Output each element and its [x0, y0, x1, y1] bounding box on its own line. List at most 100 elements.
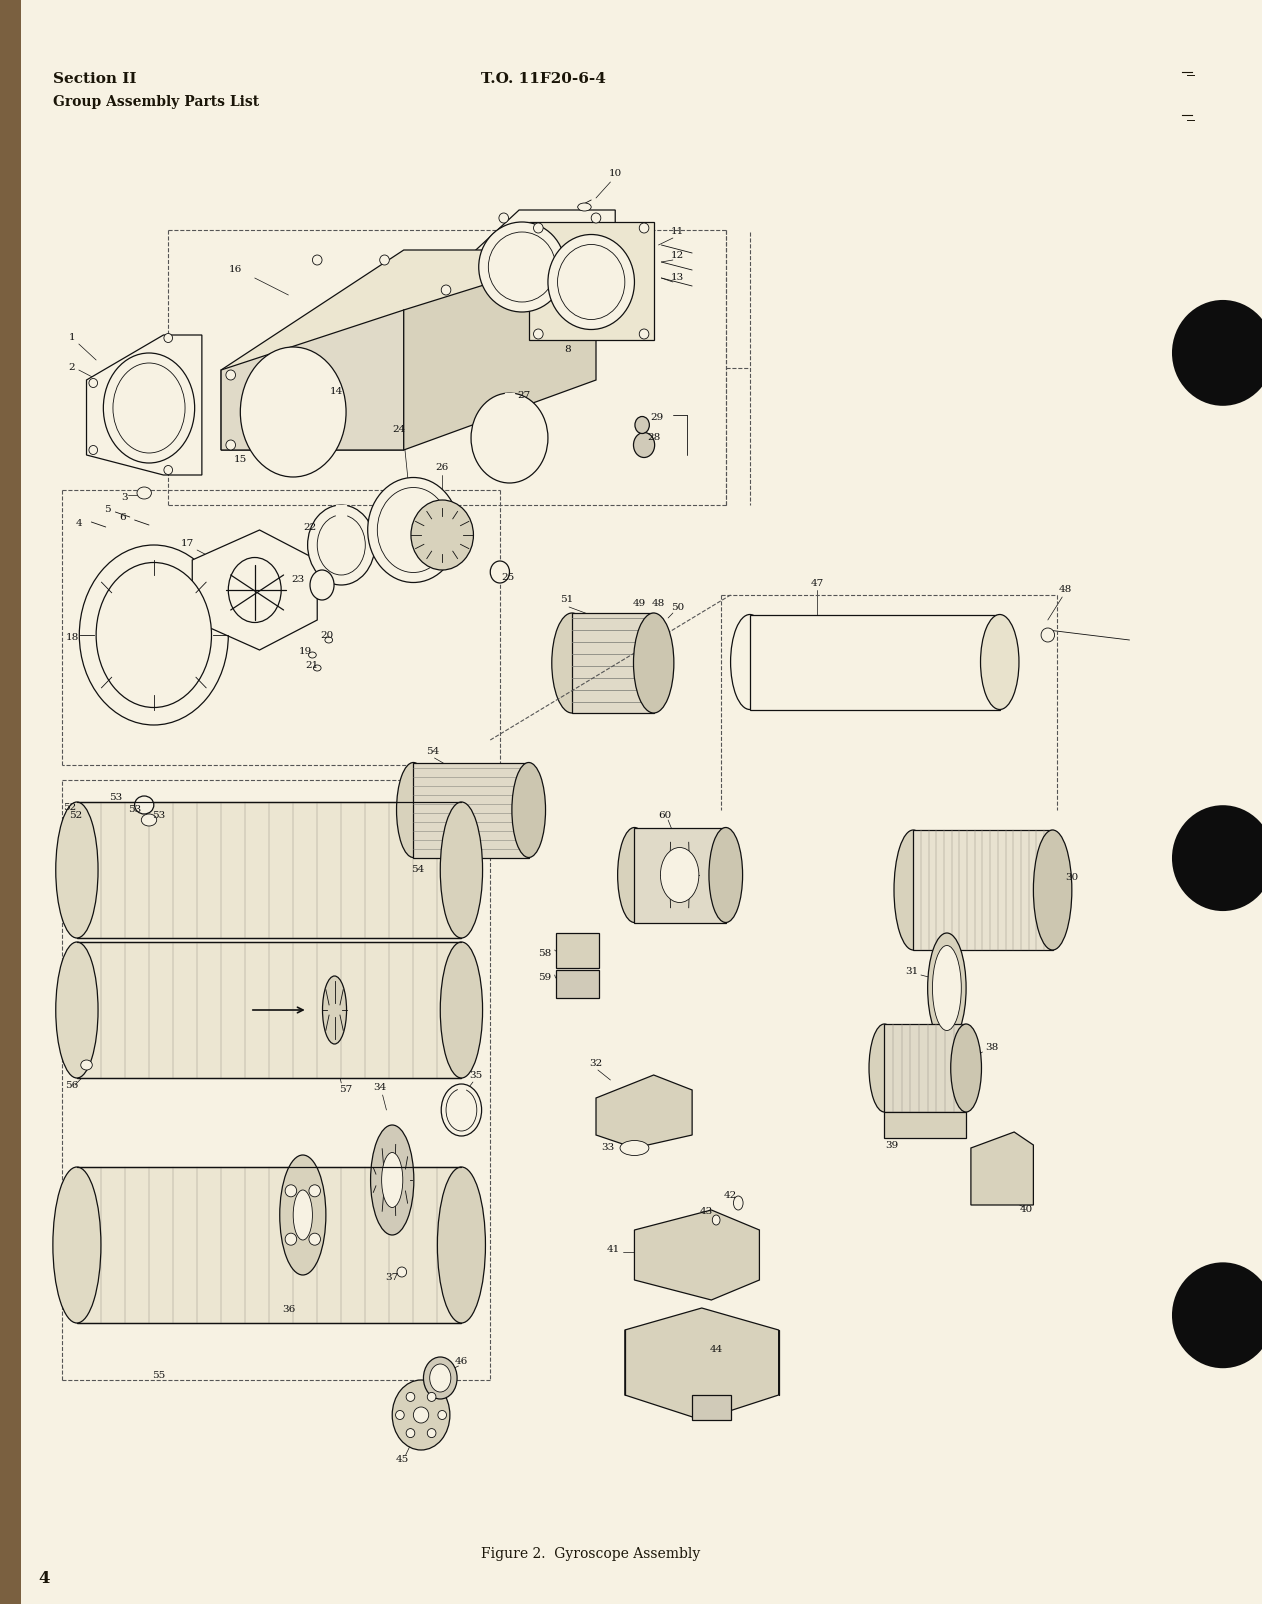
Ellipse shape — [240, 346, 346, 476]
Ellipse shape — [323, 975, 347, 1044]
Text: 54: 54 — [427, 747, 439, 757]
Text: 42: 42 — [724, 1190, 737, 1200]
Text: 59: 59 — [539, 974, 551, 983]
Text: 25: 25 — [501, 574, 514, 582]
Text: 27: 27 — [517, 390, 530, 399]
Text: Section II: Section II — [53, 72, 136, 87]
Ellipse shape — [551, 613, 592, 714]
Ellipse shape — [933, 945, 962, 1030]
Ellipse shape — [634, 613, 674, 714]
Text: 29: 29 — [650, 414, 664, 422]
Text: 47: 47 — [810, 579, 824, 587]
Text: 48: 48 — [1059, 585, 1071, 595]
Text: 55: 55 — [151, 1370, 165, 1379]
Ellipse shape — [428, 1392, 435, 1402]
Text: 28: 28 — [647, 433, 660, 443]
Ellipse shape — [367, 478, 459, 582]
Text: T.O. 11F20-6-4: T.O. 11F20-6-4 — [481, 72, 606, 87]
Polygon shape — [505, 393, 515, 407]
Ellipse shape — [285, 1233, 297, 1245]
Ellipse shape — [478, 221, 565, 313]
Ellipse shape — [733, 1197, 743, 1209]
Text: 38: 38 — [986, 1044, 998, 1052]
Text: 4: 4 — [76, 518, 82, 528]
Text: 5: 5 — [105, 505, 111, 515]
Ellipse shape — [164, 465, 173, 475]
Bar — [635, 828, 726, 922]
Ellipse shape — [88, 379, 97, 388]
Text: 49: 49 — [632, 598, 646, 608]
Text: 18: 18 — [66, 634, 78, 643]
Ellipse shape — [309, 651, 317, 658]
Ellipse shape — [164, 334, 173, 343]
Ellipse shape — [96, 563, 212, 707]
Text: 60: 60 — [659, 810, 671, 820]
Text: 57: 57 — [339, 1086, 352, 1094]
Ellipse shape — [870, 1023, 900, 1112]
Ellipse shape — [280, 1155, 326, 1275]
Text: 52: 52 — [63, 804, 76, 813]
Text: 17: 17 — [180, 539, 194, 547]
Bar — [77, 1168, 462, 1323]
Text: 40: 40 — [1020, 1206, 1034, 1214]
Ellipse shape — [488, 233, 555, 302]
Ellipse shape — [88, 446, 97, 454]
Ellipse shape — [317, 515, 365, 574]
Bar — [885, 1023, 967, 1112]
Ellipse shape — [81, 1060, 92, 1070]
Ellipse shape — [548, 234, 635, 329]
Ellipse shape — [512, 762, 545, 858]
Ellipse shape — [591, 213, 601, 223]
Bar — [750, 614, 1000, 711]
Circle shape — [1172, 805, 1262, 911]
Text: Group Assembly Parts List: Group Assembly Parts List — [53, 95, 259, 109]
Polygon shape — [970, 1132, 1034, 1205]
Text: 35: 35 — [469, 1070, 482, 1079]
Ellipse shape — [442, 1084, 482, 1136]
Text: 13: 13 — [671, 274, 684, 282]
Ellipse shape — [380, 255, 389, 265]
Ellipse shape — [396, 762, 430, 858]
Polygon shape — [625, 1307, 779, 1420]
Ellipse shape — [445, 1089, 477, 1131]
Ellipse shape — [424, 1357, 457, 1399]
Bar — [914, 829, 1053, 950]
Bar — [555, 970, 599, 998]
Ellipse shape — [308, 505, 375, 585]
Ellipse shape — [601, 314, 611, 326]
Text: 46: 46 — [454, 1357, 468, 1367]
Ellipse shape — [620, 1140, 649, 1155]
Ellipse shape — [893, 829, 933, 950]
Polygon shape — [529, 221, 654, 340]
Ellipse shape — [1041, 629, 1055, 642]
Text: 12: 12 — [671, 250, 684, 260]
Ellipse shape — [80, 545, 228, 725]
Ellipse shape — [406, 1392, 415, 1402]
Circle shape — [1172, 1262, 1262, 1368]
Polygon shape — [458, 1088, 466, 1104]
Ellipse shape — [617, 828, 651, 922]
Ellipse shape — [406, 1429, 415, 1437]
Ellipse shape — [731, 614, 769, 709]
Ellipse shape — [442, 286, 451, 295]
Circle shape — [1172, 300, 1262, 406]
Text: 10: 10 — [608, 168, 622, 178]
Ellipse shape — [709, 828, 742, 922]
Text: 53: 53 — [109, 794, 122, 802]
Ellipse shape — [313, 666, 321, 670]
Text: 34: 34 — [374, 1083, 386, 1092]
Text: 31: 31 — [905, 967, 917, 977]
Text: 23: 23 — [292, 576, 304, 584]
Text: 56: 56 — [66, 1081, 78, 1089]
Ellipse shape — [438, 1168, 486, 1323]
Ellipse shape — [285, 1185, 297, 1197]
Text: 14: 14 — [329, 388, 343, 396]
Ellipse shape — [226, 371, 236, 380]
Polygon shape — [337, 505, 346, 520]
Ellipse shape — [56, 802, 98, 938]
Ellipse shape — [56, 942, 98, 1078]
Polygon shape — [87, 335, 202, 475]
Text: 33: 33 — [601, 1144, 615, 1153]
Ellipse shape — [135, 796, 154, 813]
Text: 41: 41 — [607, 1245, 620, 1254]
